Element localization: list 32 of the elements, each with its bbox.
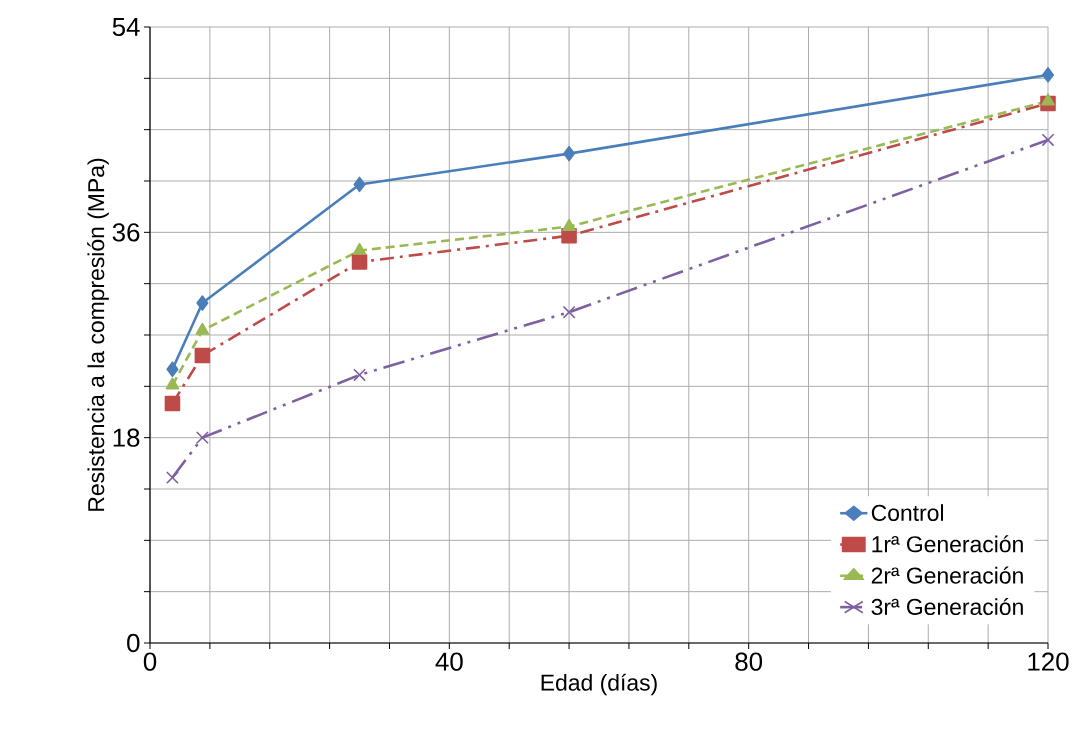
point <box>166 361 179 377</box>
y-tick-label: 54 <box>112 17 140 37</box>
y-axis-title: Resistencia a la compresión (MPa) <box>87 158 109 511</box>
x-tick-label: 0 <box>143 652 157 671</box>
point <box>1041 93 1055 106</box>
point <box>352 242 367 255</box>
y-tick-label: 0 <box>127 633 140 653</box>
point <box>196 295 209 311</box>
y-tick-label: 36 <box>112 223 140 242</box>
point <box>194 347 211 364</box>
point <box>195 322 210 335</box>
point <box>165 377 180 390</box>
x-tick-label: 80 <box>735 652 763 671</box>
point <box>562 218 576 231</box>
legend-label: 1rª Generación <box>872 535 1023 553</box>
point <box>353 368 366 382</box>
legend-label: Control <box>871 504 943 521</box>
point <box>1041 67 1055 83</box>
legend-label: 2rª Generación <box>871 566 1023 584</box>
point <box>166 471 179 485</box>
point <box>562 305 576 319</box>
x-axis-title: Edad (días) <box>541 673 657 696</box>
x-tick-label: 40 <box>435 652 463 671</box>
point <box>1041 133 1055 147</box>
y-tick-label: 18 <box>113 428 140 447</box>
point <box>164 395 181 412</box>
x-tick-label: 120 <box>1028 652 1069 671</box>
point <box>351 254 368 270</box>
point <box>353 176 366 193</box>
point <box>195 431 209 445</box>
legend-label: 3rª Generación <box>871 597 1023 616</box>
point <box>563 145 576 162</box>
